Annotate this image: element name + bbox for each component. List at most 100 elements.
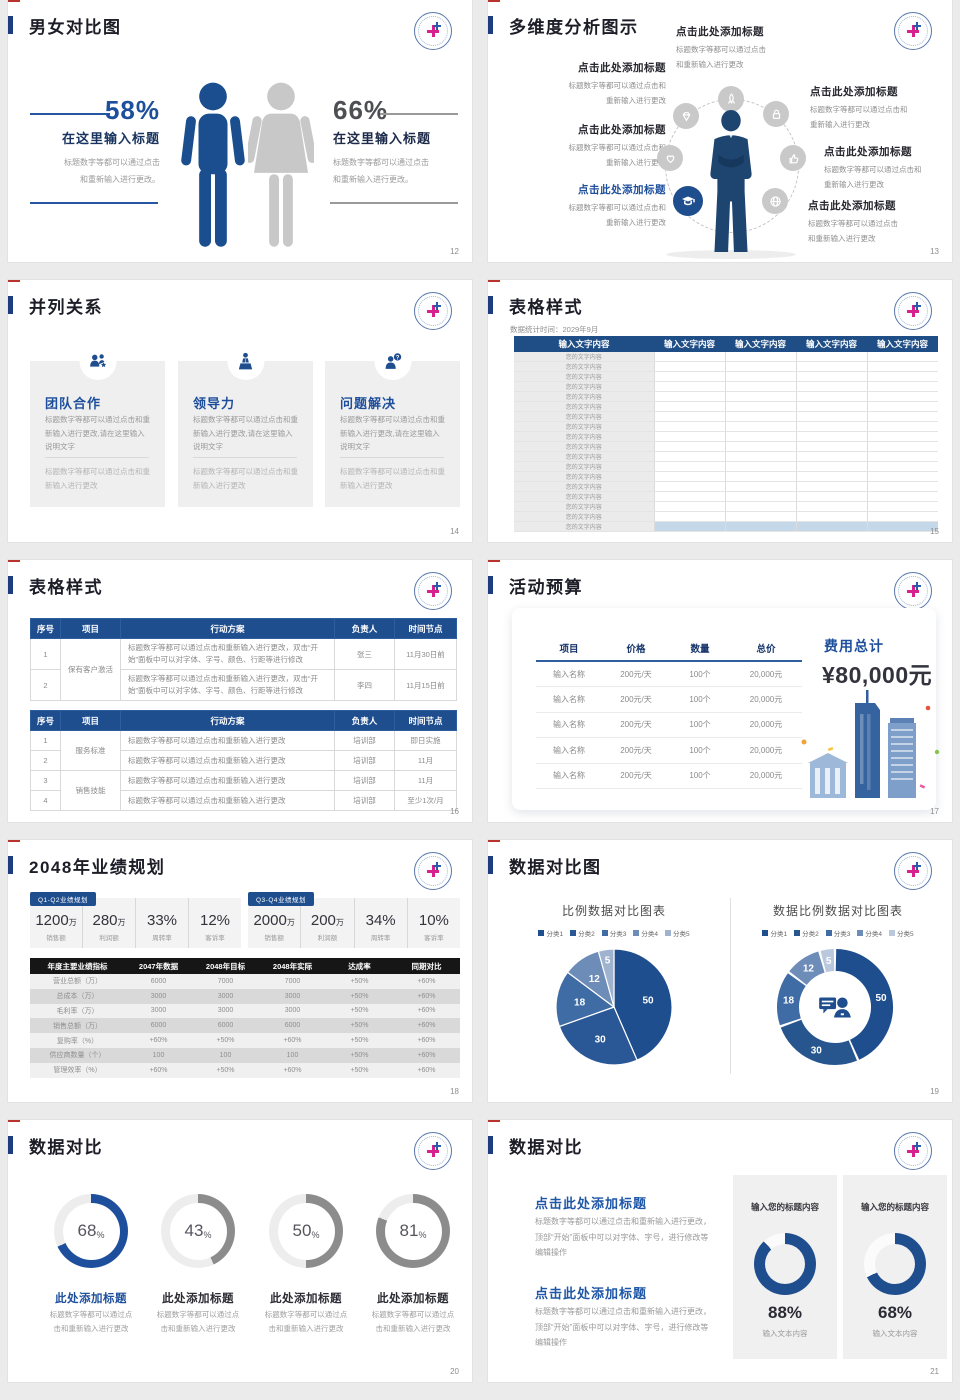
- slide-title: 数据对比: [29, 1138, 103, 1157]
- table-cell: [866, 501, 938, 512]
- table-cell: +50%: [326, 1033, 393, 1048]
- cross-icon: [907, 305, 919, 317]
- item-title: 点击此处添加标题: [676, 26, 764, 38]
- slide-title: 数据对比: [509, 1138, 583, 1157]
- table-cell: [653, 411, 725, 422]
- table-row: 您的文字内容: [514, 501, 938, 512]
- slide-15-table-style[interactable]: 表格样式 数据统计时间：2029年9月 输入文字内容 输入文字内容 输入文字内容…: [488, 280, 952, 542]
- table-cell: 您的文字内容: [514, 501, 654, 512]
- total-cost-value: ¥80,000元: [822, 662, 933, 688]
- table-cell: [866, 461, 938, 472]
- ring-heading: 此处添加标题: [162, 1293, 234, 1305]
- table-cell: 11月: [394, 750, 457, 771]
- slide-title: 男女对比图: [29, 18, 122, 37]
- stat-item: 33% 周转率: [135, 898, 188, 948]
- slide-18-performance-plan[interactable]: 2048年业绩规划 Q1-Q2业绩规划 1200万 销售额 280万 利润额 33%…: [8, 840, 472, 1102]
- table-row: 销售总额（万） 6000 6000 6000 +50% +60%: [30, 1018, 460, 1034]
- card-paragraph-2: 标题数字等都可以通过点击和重新输入进行更改: [340, 467, 445, 491]
- pie-chart: 50 30 18 12 5: [555, 948, 673, 1066]
- table-cell: [724, 381, 796, 392]
- card-problem-solving: ? 问题解决 标题数字等都可以通过点击和重新输入进行更改,请在这里输入说明文字 …: [325, 343, 460, 507]
- column-header: 项目: [60, 618, 121, 639]
- page-number: 19: [930, 1087, 939, 1096]
- stat-item: 200万 利润额: [300, 898, 353, 948]
- slide-title: 多维度分析图示: [509, 18, 639, 37]
- table-cell: [795, 491, 867, 502]
- table-cell: 输入名称: [536, 686, 602, 713]
- slide-19-data-comparison-charts[interactable]: 数据对比图 比例数据对比图表 分类1 分类2 分类3 分类4 分类5 50 30 18 12 5…: [488, 840, 952, 1102]
- legend-item: 分类1: [762, 928, 787, 938]
- item-body: 标题数字等都可以通过点击和重新输入进行更改: [568, 143, 667, 167]
- table-cell: 您的文字内容: [514, 441, 654, 452]
- hospital-logo: [414, 12, 452, 50]
- table-row: 1 保有客户激活 标题数字等都可以通过点击和重新输入进行更改，双击“开始”面板中…: [30, 638, 457, 701]
- section-body: 标题数字等都可以通过点击和重新输入进行更改，顶部“开始”面板中可以对字体、字号，…: [535, 1307, 711, 1348]
- table-cell: [653, 481, 725, 492]
- top-red-mark: [8, 280, 20, 282]
- ring-body: 标题数字等都可以通过点 击和重新输入进行更改: [264, 1310, 348, 1334]
- slide-12-gender-comparison[interactable]: 男女对比图 58% 在这里输入标题 标题数字等都可以通过点击 和重新输入进行更改。: [8, 0, 472, 262]
- column-header: 2048年实际: [259, 958, 326, 974]
- table-row: 您的文字内容: [514, 391, 938, 402]
- table-cell: [653, 352, 725, 362]
- icon-circle: [79, 343, 116, 380]
- table-cell: 您的文字内容: [514, 381, 654, 392]
- chart-slice: [555, 971, 616, 1028]
- ring-heading: 此处添加标题: [55, 1293, 127, 1305]
- table-cell: 100个: [670, 712, 730, 739]
- icon-circle: ?: [374, 343, 411, 380]
- table-cell: [653, 441, 725, 452]
- slide-13-multidimension-analysis[interactable]: 多维度分析图示 点击此处添加标题 标题数字等都可以通过点击 和重新输入进行更改 点…: [488, 0, 952, 262]
- table-cell: 20,000元: [730, 686, 802, 713]
- table-cell: [724, 431, 796, 442]
- item-title: 点击此处添加标题: [808, 200, 896, 212]
- slide-14-parallel-relation[interactable]: 并列关系 团队合作 标题数字等都可以通过点击和重新输入进行更改,请在这里输入说明…: [8, 280, 472, 542]
- column-header: 输入文字内容: [796, 336, 867, 352]
- column-header: 输入文字内容: [725, 336, 796, 352]
- table-cell: +50%: [326, 1062, 393, 1078]
- ring-body: 标题数字等都可以通过点 击和重新输入进行更改: [371, 1310, 455, 1334]
- table-cell: [653, 451, 725, 462]
- table-cell: [724, 461, 796, 472]
- table-cell: +60%: [259, 1033, 326, 1048]
- top-red-mark: [8, 0, 20, 2]
- column-header: 序号: [30, 618, 61, 639]
- table-row: 您的文字内容: [514, 352, 938, 362]
- card-divider: [45, 457, 149, 458]
- table-cell: +50%: [326, 1047, 393, 1063]
- legend-item: 分类1: [538, 928, 563, 938]
- table-cell: 3000: [259, 988, 326, 1004]
- donut-chart-legend: 分类1 分类2 分类3 分类4 分类5: [728, 928, 948, 938]
- table-cell: [724, 371, 796, 382]
- table-cell: [866, 371, 938, 382]
- card-heading: 团队合作: [45, 396, 102, 411]
- table-cell: [724, 361, 796, 372]
- percentage-value: 88%: [767, 1303, 803, 1322]
- progress-ring: 68%: [54, 1194, 128, 1268]
- table-cell: 复购率（%）: [30, 1033, 125, 1048]
- total-cost-label: 费用总计: [824, 638, 884, 654]
- table-cell: [653, 511, 725, 522]
- table-cell: [653, 501, 725, 512]
- table-cell: 输入名称: [536, 737, 602, 764]
- table-cell: 20,000元: [730, 763, 802, 789]
- group-badge: Q3-Q4业绩规划: [248, 892, 315, 906]
- slide-20-data-comparison-rings[interactable]: 数据对比 68% 43% 50% 81% 此处添加标题 此处添加标题 此处添加标…: [8, 1120, 472, 1382]
- table-cell: +50%: [326, 988, 393, 1004]
- table-row: 您的文字内容: [514, 461, 938, 472]
- donut-gauge: [864, 1233, 926, 1295]
- legend-item: 分类5: [888, 928, 914, 938]
- table-cell: +60%: [393, 1018, 460, 1034]
- table-cell: 200元/天: [602, 737, 670, 764]
- table-cell: +60%: [125, 1062, 192, 1078]
- card-leadership: 领导力 标题数字等都可以通过点击和重新输入进行更改,请在这里输入说明文字 标题数…: [178, 343, 313, 507]
- table-cell: [724, 481, 796, 492]
- slide-17-activity-budget[interactable]: 活动预算 项目 价格 数量 总价 输入名称 200元/天 100个 20,000元 输入…: [488, 560, 952, 822]
- slide-16-table-style[interactable]: 表格样式 序号 项目 行动方案 负责人 时间节点 1 保有客户激活 标题数字等都…: [8, 560, 472, 822]
- table-cell: +60%: [393, 1062, 460, 1078]
- cross-icon: [433, 582, 441, 590]
- slide-21-data-comparison-cards[interactable]: 数据对比 点击此处添加标题 标题数字等都可以通过点击和重新输入进行更改，顶部“开…: [488, 1120, 952, 1382]
- table-row: 1 服务标准 标题数字等都可以通过点击和重新输入进行更改 培训部 即日实施: [30, 730, 457, 771]
- table-row: 营业总额（万） 6000 7000 7000 +50% +60%: [30, 974, 460, 989]
- chart-slice: [835, 949, 893, 1060]
